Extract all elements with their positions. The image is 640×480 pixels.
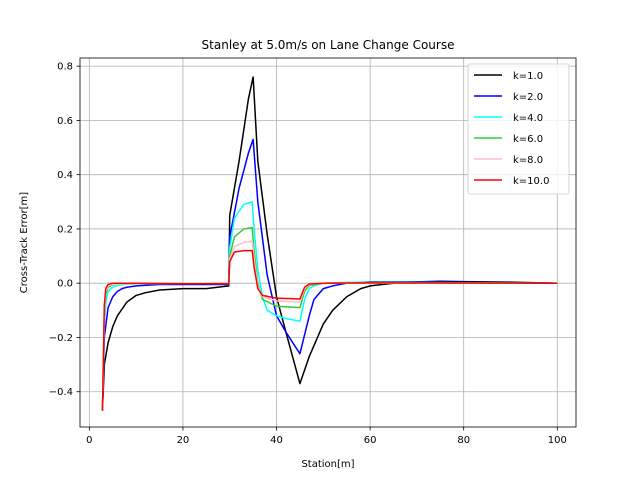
legend: k=1.0 k=2.0 k=4.0 k=6.0 k=8.0 k=10.0 bbox=[467, 63, 570, 195]
y-tick-label: 0.4 bbox=[57, 170, 73, 181]
chart-title: Stanley at 5.0m/s on Lane Change Course bbox=[202, 38, 455, 52]
legend-label-0: k=1.0 bbox=[513, 71, 543, 82]
legend-label-2: k=4.0 bbox=[513, 113, 543, 124]
legend-label-1: k=2.0 bbox=[513, 92, 543, 103]
legend-label-4: k=8.0 bbox=[513, 155, 543, 166]
y-axis-label: Cross-Track Error[m] bbox=[19, 192, 30, 293]
x-tick-label: 100 bbox=[548, 435, 567, 446]
y-tick-label: −0.4 bbox=[49, 387, 73, 398]
plot-area bbox=[101, 76, 558, 411]
series-line-2 bbox=[101, 201, 558, 411]
x-tick-label: 80 bbox=[457, 435, 470, 446]
y-tick-label: 0.2 bbox=[57, 224, 73, 235]
series-lines bbox=[101, 76, 558, 411]
y-axis: −0.4 −0.2 0.0 0.2 0.4 0.6 0.8 bbox=[49, 62, 80, 398]
y-tick-label: 0.6 bbox=[57, 116, 73, 127]
legend-label-3: k=6.0 bbox=[513, 134, 543, 145]
x-tick-label: 40 bbox=[270, 435, 283, 446]
x-axis-label: Station[m] bbox=[301, 459, 354, 470]
series-line-3 bbox=[101, 226, 558, 411]
plot-frame bbox=[79, 57, 577, 428]
x-tick-label: 0 bbox=[86, 435, 92, 446]
series-line-4 bbox=[101, 240, 558, 411]
y-tick-label: −0.2 bbox=[49, 333, 73, 344]
series-line-0 bbox=[101, 76, 558, 411]
legend-label-5: k=10.0 bbox=[513, 176, 549, 187]
x-tick-label: 20 bbox=[177, 435, 190, 446]
x-tick-label: 60 bbox=[364, 435, 377, 446]
y-tick-label: 0.0 bbox=[57, 279, 73, 290]
x-axis: 0 20 40 60 80 100 bbox=[86, 427, 567, 446]
legend-box bbox=[467, 63, 570, 195]
y-tick-label: 0.8 bbox=[57, 62, 73, 73]
series-line-5 bbox=[101, 249, 558, 411]
